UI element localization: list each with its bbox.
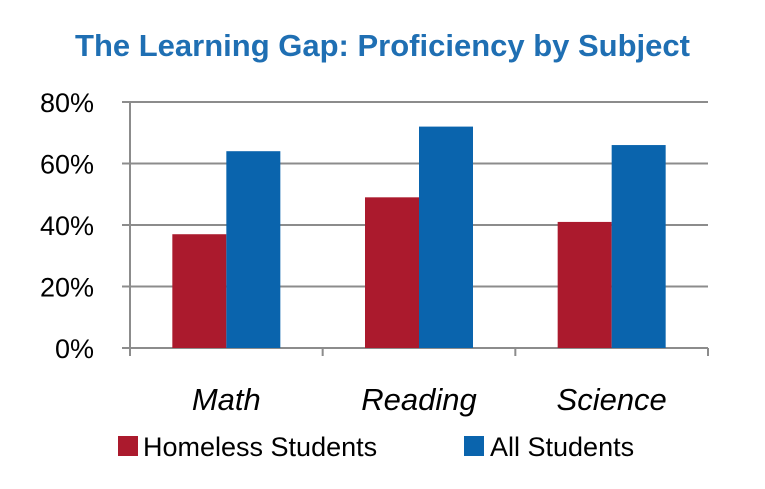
bar-all-students-science (611, 145, 666, 348)
bars (172, 126, 666, 348)
legend-label-all-students: All Students (490, 432, 634, 462)
x-category-label: Science (557, 382, 667, 417)
y-tick-label: 0% (55, 334, 94, 364)
legend-label-homeless-students: Homeless Students (143, 432, 377, 462)
labels: 0% 20% 40% 60% 80% Math Reading Science (40, 88, 667, 417)
bar-all-students-math (226, 151, 281, 348)
bar-all-students-reading (419, 126, 473, 348)
legend-swatch-all-students (464, 436, 484, 456)
legend: Homeless Students All Students (118, 432, 634, 462)
legend-swatch-homeless-students (118, 436, 138, 456)
x-category-label: Math (192, 382, 261, 417)
y-tick-label: 80% (40, 88, 94, 118)
chart-title: The Learning Gap: Proficiency by Subject (75, 28, 690, 63)
y-tick-label: 20% (40, 273, 94, 303)
bar-homeless-students-science (557, 221, 612, 348)
y-tick-label: 60% (40, 150, 94, 180)
bar-homeless-students-math (172, 234, 227, 348)
bar-homeless-students-reading (365, 197, 419, 348)
y-tick-label: 40% (40, 211, 94, 241)
x-category-label: Reading (361, 382, 476, 417)
